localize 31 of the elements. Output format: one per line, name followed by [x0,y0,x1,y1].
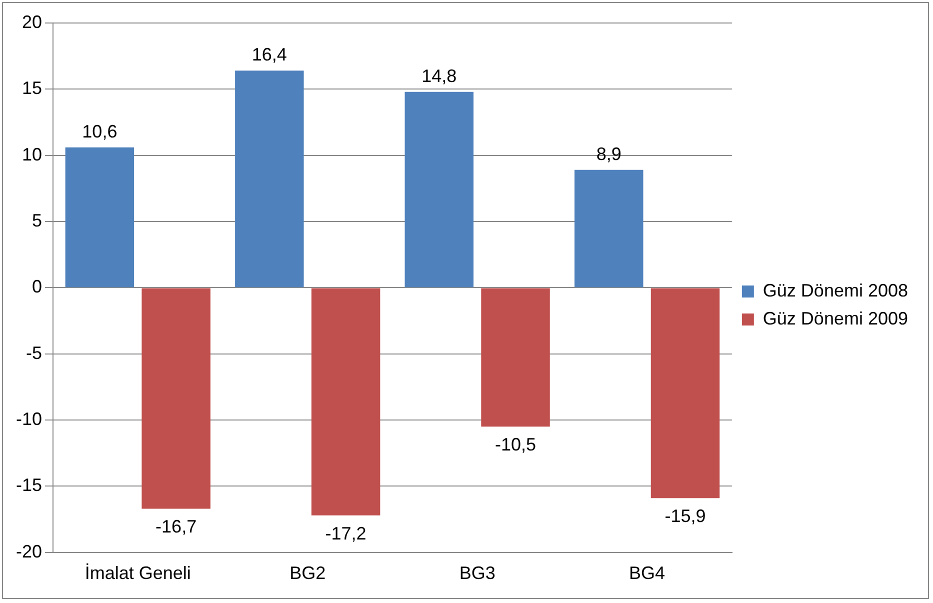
bar [235,70,304,288]
data-label: 14,8 [422,66,457,86]
x-tick-label: İmalat Geneli [84,563,191,584]
legend-label: Güz Dönemi 2008 [762,280,908,300]
bar [404,92,474,288]
x-tick-label: BG4 [629,563,666,584]
x-tick-label: BG3 [459,563,496,584]
bar [142,288,210,509]
bar [65,147,134,288]
y-tick-label: -5 [26,342,42,363]
data-label: -10,5 [495,434,536,455]
bar [311,288,380,516]
data-label: 16,4 [252,44,287,65]
y-tick-label: -20 [16,541,42,562]
data-label: -16,7 [156,516,197,537]
y-tick-label: 15 [22,78,42,98]
bar [481,288,550,427]
bar [650,288,720,498]
data-label: 10,6 [82,121,118,142]
y-tick-label: -15 [16,475,42,496]
y-tick-label: 0 [32,276,42,297]
y-tick-label: -10 [16,409,42,430]
y-tick-label: 10 [22,144,42,164]
y-tick-label: 20 [22,12,42,32]
data-label: 8,9 [596,144,622,164]
legend-label: Güz Dönemi 2009 [762,308,908,328]
data-label: -15,9 [664,506,706,526]
data-label: -17,2 [325,523,366,544]
bar [574,170,644,288]
y-tick-label: 5 [32,210,42,230]
x-tick-label: BG2 [290,563,326,584]
